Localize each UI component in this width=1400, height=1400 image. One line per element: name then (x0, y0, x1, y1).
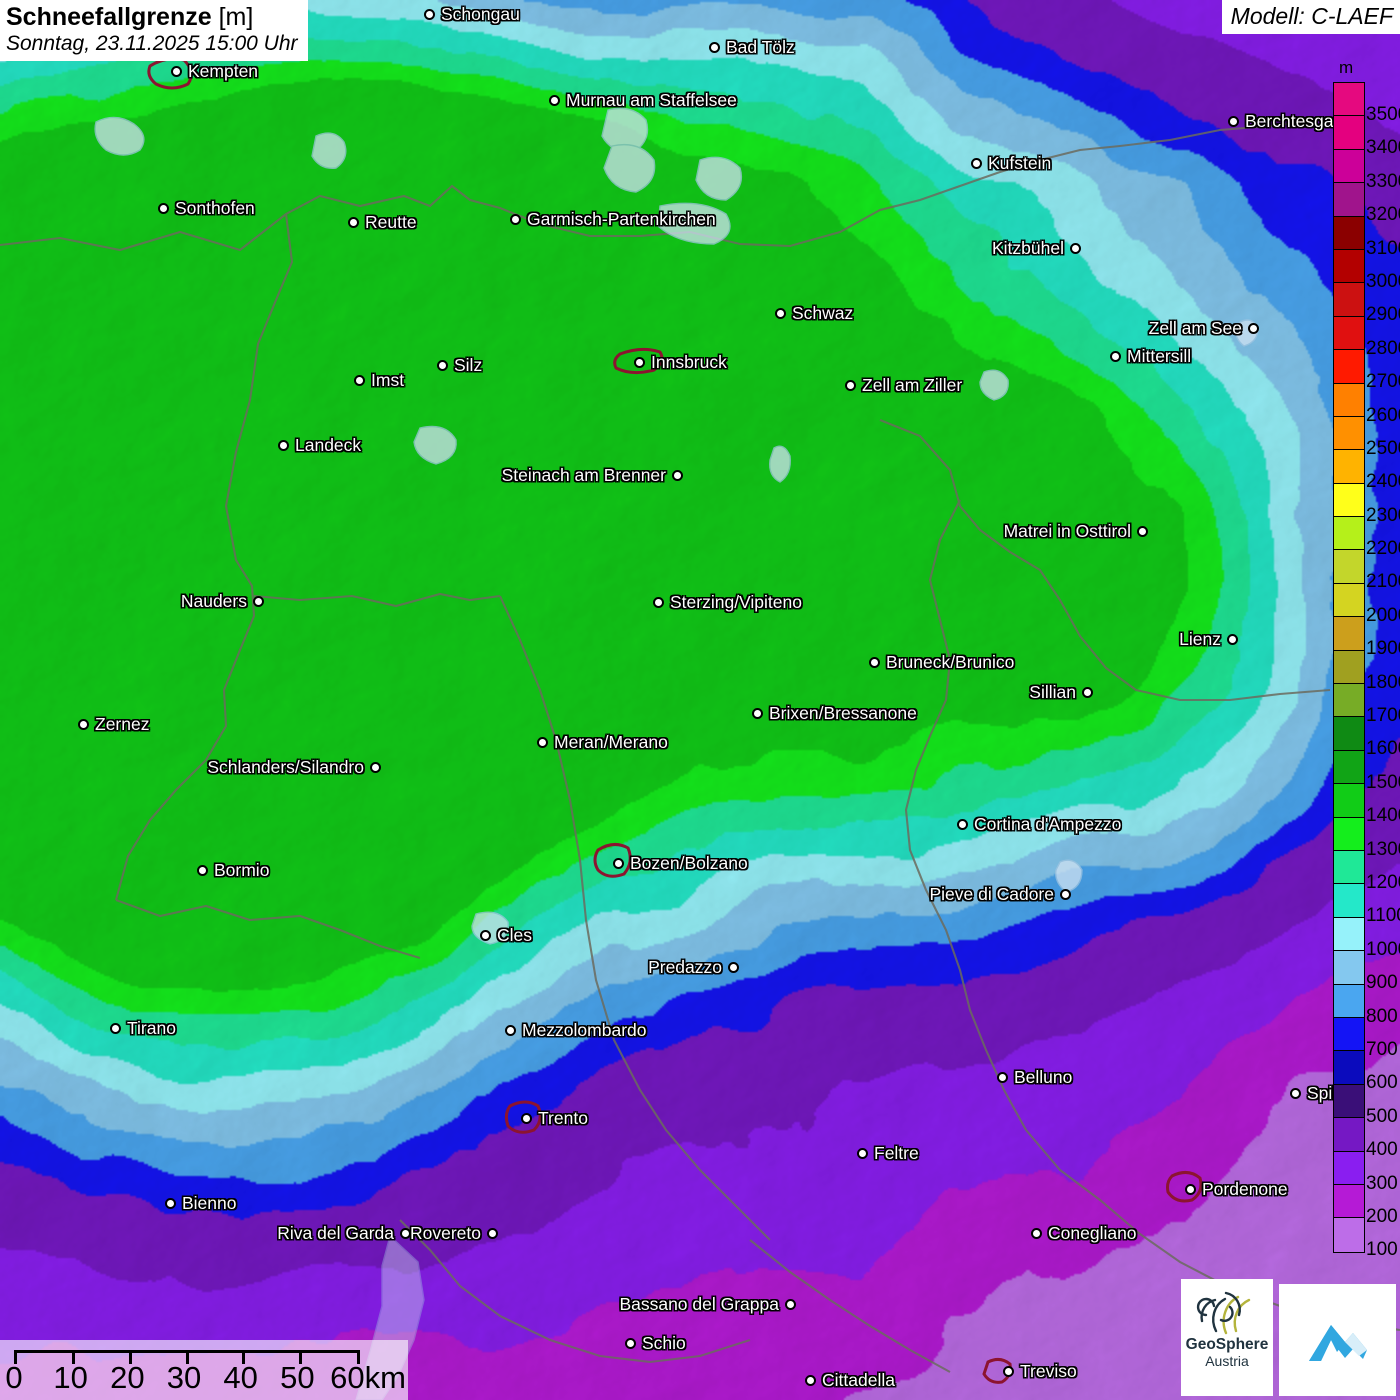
legend-tick: 3500 (1366, 104, 1400, 125)
legend-swatch (1334, 884, 1364, 918)
legend-tick: 3200 (1366, 204, 1400, 226)
geosphere-swirl-icon (1196, 1291, 1251, 1335)
legend-tick: 1900 (1366, 638, 1400, 660)
legend-swatch (1334, 149, 1364, 184)
legend-tick: 2900 (1366, 304, 1400, 326)
legend-tick: 2500 (1366, 437, 1400, 459)
legend-swatch (1334, 583, 1364, 618)
legend-tick: 3000 (1366, 270, 1400, 292)
legend-swatch (1334, 617, 1364, 651)
page-title: Schneefallgrenze [m] (6, 3, 298, 31)
legend-tick: 500 (1366, 1105, 1398, 1127)
legend-swatch (1334, 684, 1364, 718)
legend-swatch (1334, 1051, 1364, 1085)
legend-swatch (1334, 650, 1364, 685)
legend-swatch (1334, 750, 1364, 785)
legend-tick: 1100 (1366, 905, 1400, 927)
legend-swatch (1334, 83, 1364, 117)
geosphere-austria-logo: GeoSphere Austria (1181, 1279, 1273, 1396)
scale-label: 0 (5, 1360, 23, 1395)
valid-time: Sonntag, 23.11.2025 15:00 Uhr (6, 32, 298, 55)
legend-swatch (1334, 951, 1364, 985)
legend-swatch (1334, 1017, 1364, 1052)
legend-swatch (1334, 1084, 1364, 1119)
legend-tick: 600 (1366, 1072, 1398, 1094)
legend-swatch (1334, 450, 1364, 484)
legend-tick: 2800 (1366, 337, 1400, 359)
legend-tick: 1800 (1366, 671, 1400, 693)
scale-label: 40 (223, 1360, 258, 1395)
app-logo (1279, 1284, 1396, 1396)
legend-swatch (1334, 717, 1364, 751)
legend-swatch (1334, 416, 1364, 451)
legend-swatches (1333, 82, 1365, 1253)
legend-tick: 1200 (1366, 871, 1400, 893)
scale-label: 50 (280, 1360, 315, 1395)
legend-tick: 1500 (1366, 771, 1400, 793)
mountain-chevron-icon (1308, 1325, 1367, 1361)
legend-swatch (1334, 316, 1364, 351)
legend-unit: m (1339, 58, 1354, 77)
legend-swatch (1334, 283, 1364, 317)
geosphere-sub: Austria (1205, 1353, 1249, 1369)
legend-tick: 1400 (1366, 805, 1400, 827)
legend-tick: 200 (1366, 1205, 1398, 1227)
legend-swatch (1334, 817, 1364, 851)
legend-tick: 400 (1366, 1139, 1398, 1161)
legend-swatch (1334, 383, 1364, 417)
legend-tick: 2200 (1366, 538, 1400, 560)
model-label: Modell: C-LAEF (1221, 0, 1400, 34)
title-variable: Schneefallgrenze (6, 3, 212, 31)
legend-swatch (1334, 1218, 1364, 1252)
legend-tick: 2100 (1366, 571, 1400, 593)
legend-tick: 2700 (1366, 371, 1400, 393)
legend-tick: 900 (1366, 972, 1398, 994)
geosphere-name: GeoSphere (1185, 1336, 1269, 1353)
legend-tick: 3400 (1366, 137, 1400, 159)
scale-bar: 0 10 20 30 40 50 60km (0, 1340, 408, 1400)
legend-swatch (1334, 1118, 1364, 1152)
legend-swatch (1334, 249, 1364, 284)
scale-label: 60km (330, 1360, 406, 1395)
legend-swatch (1334, 350, 1364, 384)
legend-swatch (1334, 1184, 1364, 1219)
legend-tick: 700 (1366, 1038, 1398, 1060)
legend-tick: 300 (1366, 1172, 1398, 1194)
legend-swatch (1334, 183, 1364, 217)
legend-swatch (1334, 550, 1364, 584)
legend-tick: 3100 (1366, 237, 1400, 259)
legend-swatch (1334, 216, 1364, 250)
legend-swatch (1334, 850, 1364, 885)
legend-swatch (1334, 517, 1364, 551)
legend-swatch (1334, 116, 1364, 150)
title-unit: [m] (218, 3, 254, 31)
legend-tick: 1300 (1366, 838, 1400, 860)
legend-swatch (1334, 483, 1364, 518)
legend-swatch (1334, 984, 1364, 1018)
legend-tick: 1700 (1366, 705, 1400, 727)
legend-swatch (1334, 917, 1364, 952)
scale-label: 20 (110, 1360, 145, 1395)
scale-label: 10 (53, 1360, 88, 1395)
legend-tick-labels: 3500 3400 3300 3200 3100 3000 2900 2800 2700 2600… (1366, 82, 1400, 1260)
legend-tick: 2400 (1366, 471, 1400, 493)
legend-swatch (1334, 1151, 1364, 1185)
legend-tick: 3300 (1366, 170, 1400, 192)
legend-tick: 2300 (1366, 504, 1400, 526)
legend-tick: 2000 (1366, 604, 1400, 626)
map-title-box: Schneefallgrenze [m] Sonntag, 23.11.2025… (0, 0, 308, 61)
legend-tick: 800 (1366, 1005, 1398, 1027)
scale-label: 30 (166, 1360, 202, 1395)
scale-bar-ruler (14, 1350, 360, 1364)
legend-swatch (1334, 784, 1364, 818)
legend-tick: 2600 (1366, 404, 1400, 426)
legend-tick: 1600 (1366, 738, 1400, 760)
legend-tick: 100 (1366, 1239, 1398, 1261)
